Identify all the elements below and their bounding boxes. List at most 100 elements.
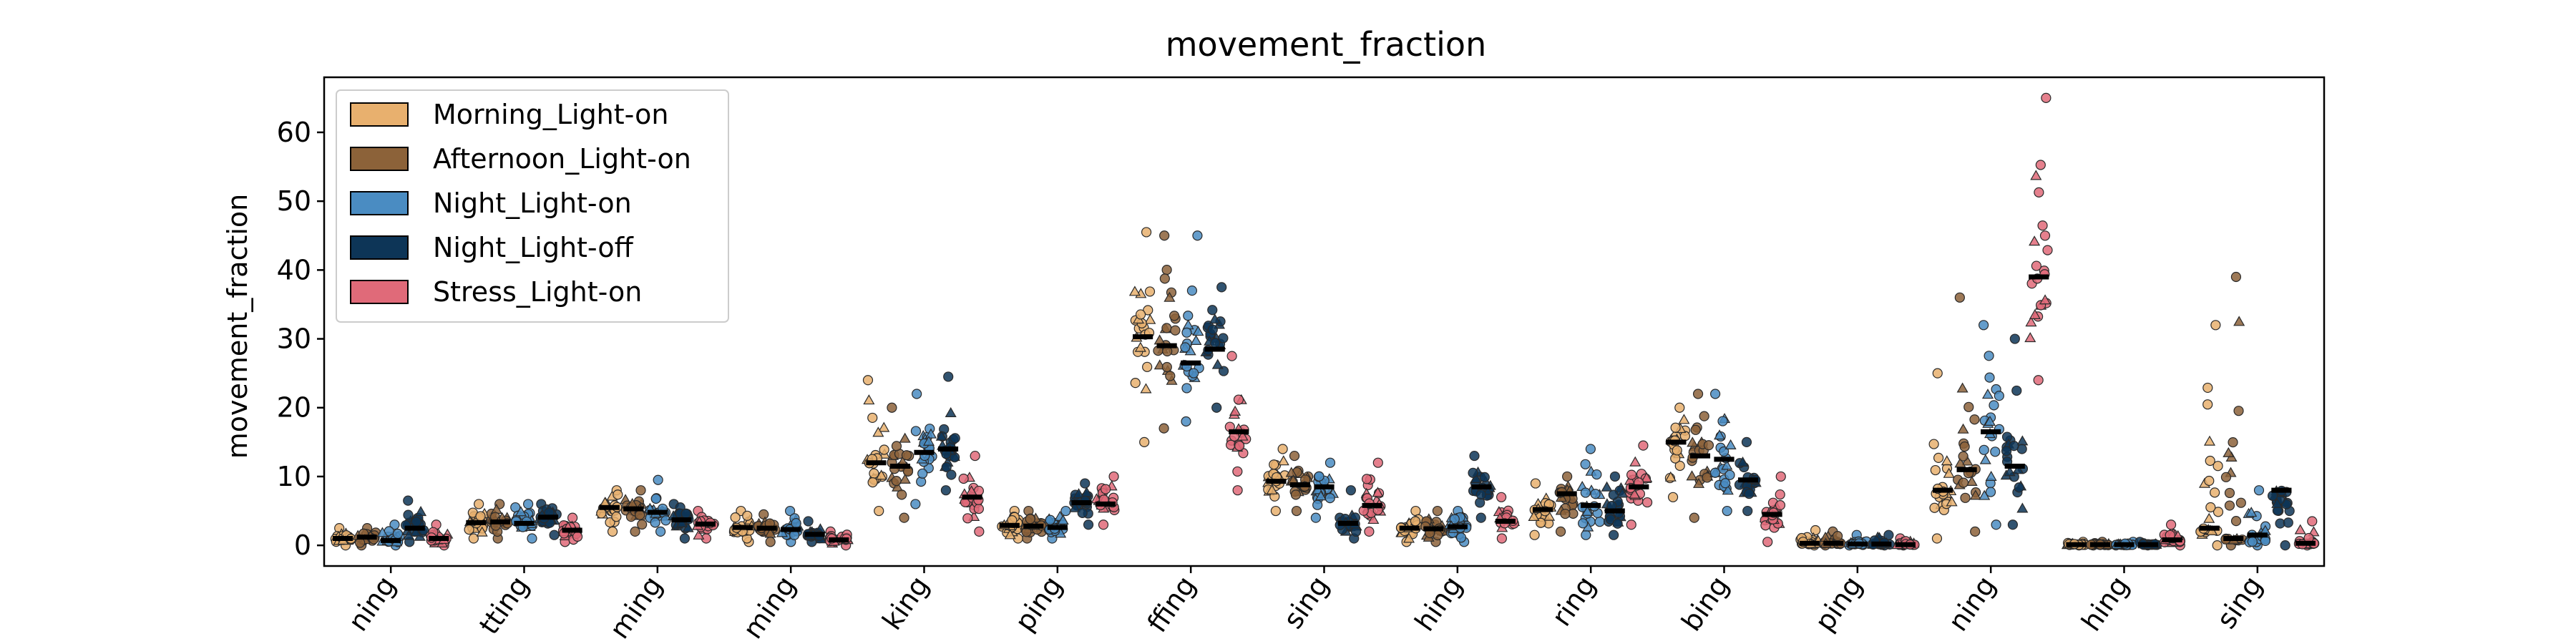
data-point bbox=[1312, 499, 1323, 510]
data-point bbox=[2235, 497, 2246, 508]
data-point bbox=[2220, 472, 2232, 482]
data-point bbox=[1989, 400, 1999, 411]
data-point bbox=[1672, 445, 1682, 456]
data-point bbox=[1692, 389, 1704, 399]
data-point bbox=[1985, 487, 1996, 497]
data-point bbox=[924, 428, 937, 439]
data-point bbox=[922, 435, 935, 446]
data-point bbox=[607, 526, 618, 537]
data-point bbox=[2042, 245, 2053, 255]
data-point bbox=[1144, 313, 1156, 324]
data-point bbox=[1057, 514, 1069, 525]
data-point bbox=[1181, 327, 1192, 338]
data-point bbox=[1994, 391, 2004, 401]
data-point bbox=[970, 450, 980, 462]
data-point bbox=[2253, 485, 2265, 496]
data-point bbox=[1080, 478, 1091, 489]
data-point bbox=[474, 499, 484, 509]
data-point bbox=[764, 527, 776, 538]
data-point bbox=[1285, 467, 1297, 477]
data-point bbox=[887, 402, 897, 413]
data-point bbox=[1073, 488, 1085, 499]
data-point bbox=[1266, 484, 1278, 494]
data-point bbox=[1134, 341, 1146, 352]
data-point bbox=[1744, 488, 1755, 499]
data-point bbox=[1233, 394, 1244, 405]
data-point bbox=[1144, 286, 1156, 297]
x-tick-label: ning bbox=[342, 570, 402, 637]
data-point bbox=[962, 513, 973, 524]
x-tick-label: king bbox=[876, 570, 935, 635]
plot-area bbox=[330, 92, 2320, 551]
data-point bbox=[1833, 531, 1843, 542]
data-point bbox=[1737, 456, 1749, 467]
data-point bbox=[403, 495, 414, 506]
data-point bbox=[1670, 422, 1681, 433]
data-point bbox=[2041, 92, 2051, 103]
data-point bbox=[2224, 500, 2235, 511]
data-point bbox=[2230, 516, 2242, 527]
data-point bbox=[403, 509, 414, 520]
data-point bbox=[1702, 472, 1712, 483]
data-point bbox=[2204, 475, 2215, 487]
data-point bbox=[411, 517, 421, 527]
data-point bbox=[650, 517, 660, 528]
data-point bbox=[1775, 489, 1785, 500]
data-point bbox=[2001, 431, 2013, 442]
data-point bbox=[1211, 358, 1224, 369]
data-point bbox=[1609, 471, 1621, 482]
data-point bbox=[2014, 482, 2024, 493]
data-point bbox=[891, 476, 902, 487]
data-point bbox=[464, 525, 474, 535]
data-point bbox=[1077, 507, 1088, 518]
data-point bbox=[1703, 440, 1714, 451]
data-point bbox=[2228, 437, 2238, 448]
data-point bbox=[637, 519, 648, 530]
data-point bbox=[1324, 457, 1336, 468]
data-point bbox=[1496, 533, 1507, 544]
data-point bbox=[1722, 505, 1732, 517]
data-point bbox=[2212, 540, 2223, 551]
data-point bbox=[1410, 516, 1421, 527]
data-point bbox=[392, 528, 404, 540]
data-point bbox=[862, 375, 874, 386]
data-point bbox=[679, 533, 691, 544]
data-point bbox=[1181, 416, 1191, 427]
data-point bbox=[1941, 455, 1953, 466]
data-point bbox=[415, 506, 427, 517]
data-point bbox=[1153, 334, 1166, 345]
data-point bbox=[1954, 457, 1966, 468]
data-point bbox=[776, 527, 789, 537]
data-point bbox=[910, 499, 921, 509]
data-point bbox=[1958, 477, 1969, 488]
data-point bbox=[1616, 487, 1629, 498]
data-point bbox=[613, 489, 623, 500]
data-point bbox=[403, 530, 415, 540]
data-point bbox=[1277, 444, 1288, 454]
data-point bbox=[1182, 319, 1194, 330]
data-point bbox=[1692, 477, 1705, 488]
data-point bbox=[758, 509, 769, 519]
data-point bbox=[1479, 472, 1490, 482]
legend-label: Night_Light-off bbox=[433, 232, 634, 263]
data-point bbox=[946, 469, 957, 480]
data-point bbox=[974, 526, 985, 537]
data-point bbox=[2283, 517, 2293, 528]
data-point bbox=[1207, 324, 1218, 335]
data-point bbox=[2004, 466, 2016, 477]
data-point bbox=[1687, 436, 1699, 447]
data-point bbox=[917, 468, 928, 479]
data-point bbox=[1678, 414, 1690, 424]
data-point bbox=[910, 426, 922, 436]
data-point bbox=[2009, 333, 2020, 344]
data-point bbox=[572, 531, 583, 542]
data-point bbox=[1963, 401, 1974, 412]
data-point bbox=[1496, 492, 1507, 502]
data-point bbox=[1709, 467, 1721, 478]
data-point bbox=[1690, 424, 1701, 435]
data-point bbox=[2233, 406, 2244, 416]
data-point bbox=[1957, 423, 1969, 434]
data-point bbox=[2233, 316, 2245, 326]
data-point bbox=[1372, 457, 1383, 468]
data-point bbox=[1979, 320, 1989, 331]
